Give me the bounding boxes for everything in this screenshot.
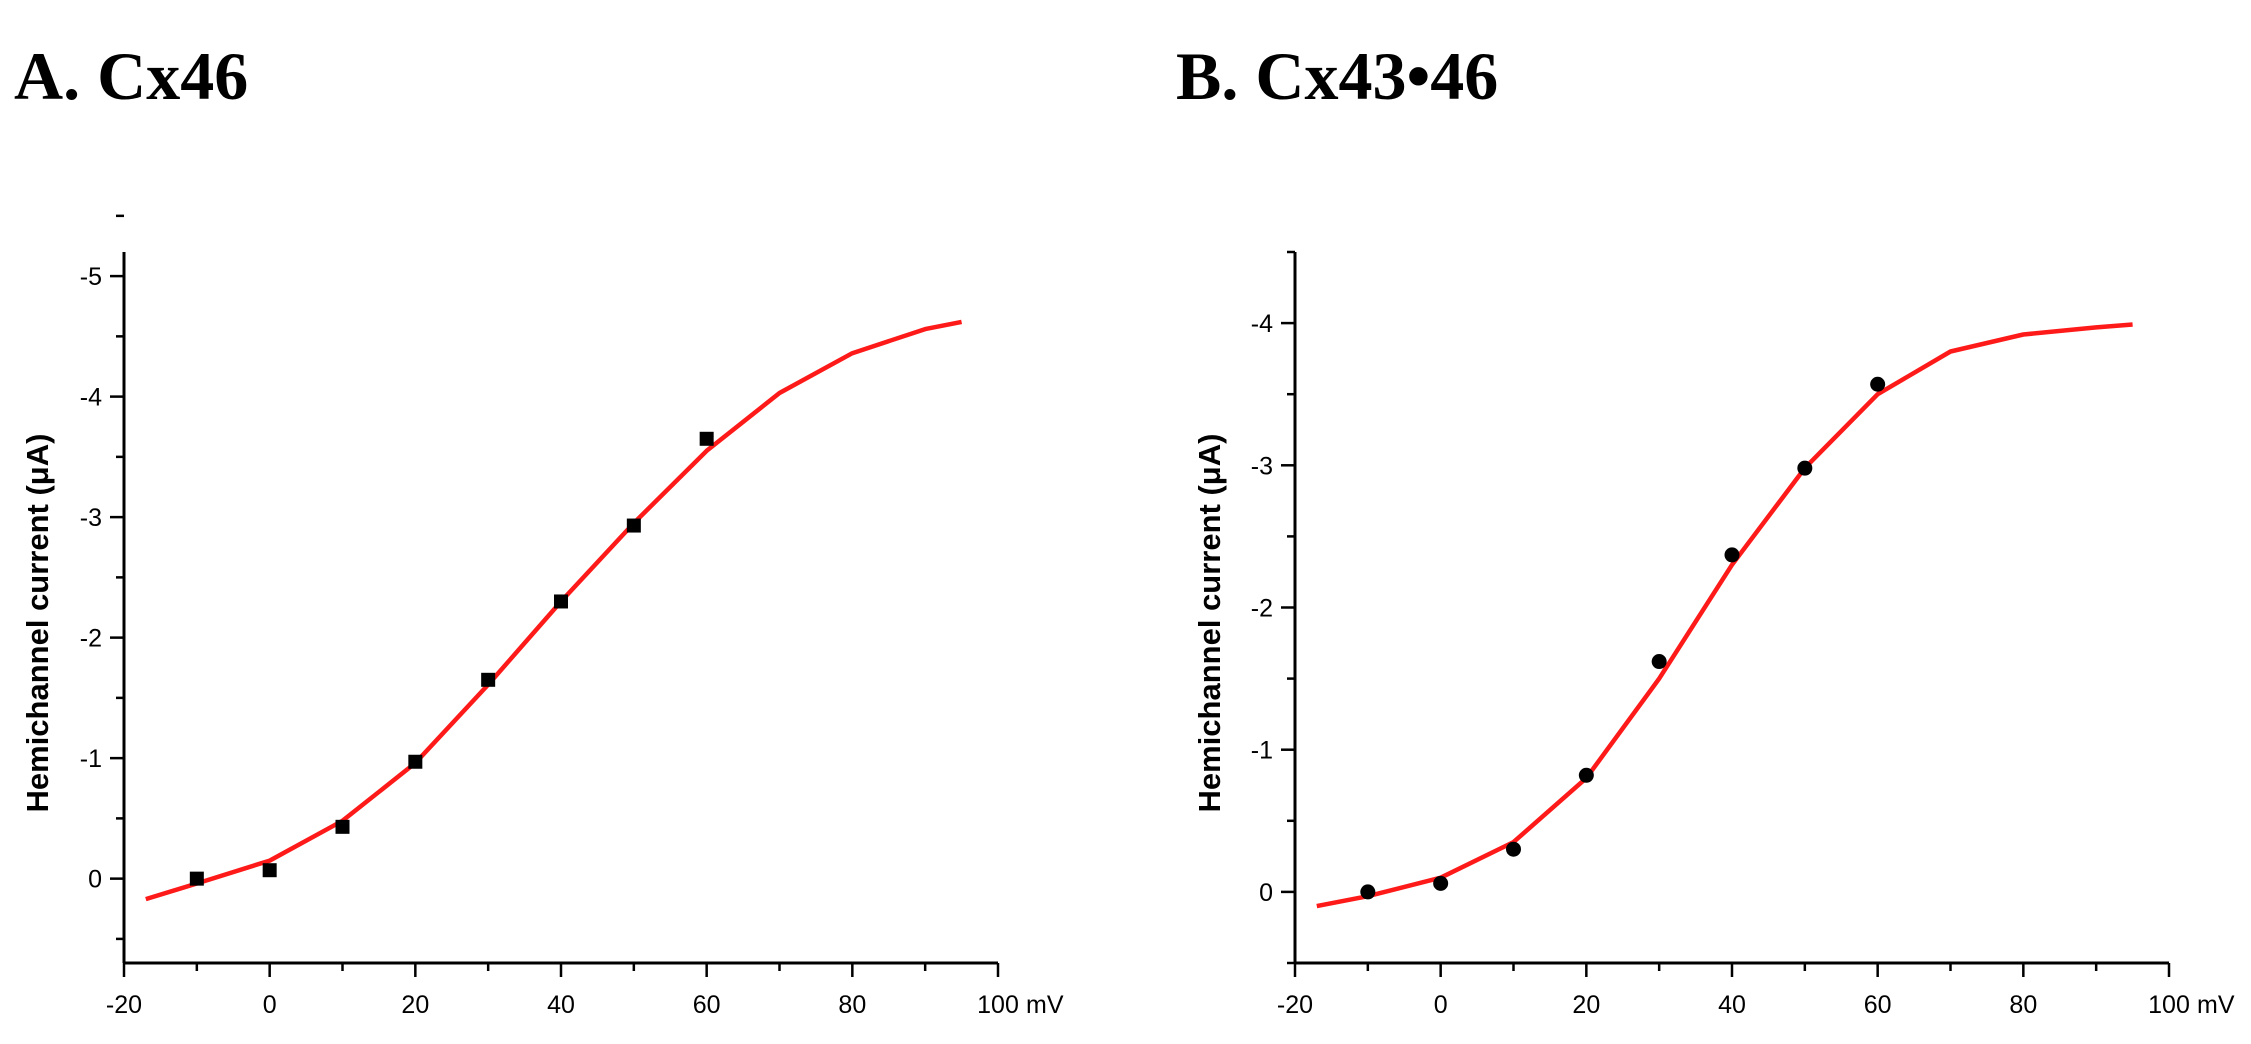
data-point (1506, 841, 1521, 857)
x-tick-label: 0 (263, 991, 277, 1019)
y-tick-label: -3 (80, 504, 102, 532)
data-point (1724, 547, 1740, 563)
y-tick-label: -1 (1251, 737, 1273, 765)
data-point (408, 754, 423, 769)
panel-title-a: A. Cx46 (14, 38, 249, 114)
y-tick-label: -5 (80, 263, 102, 291)
x-tick-label: 80 (2009, 991, 2037, 1019)
x-tick-label: 40 (1718, 991, 1746, 1019)
x-tick-label: 60 (1864, 991, 1892, 1019)
data-point (1651, 654, 1667, 670)
data-point (1433, 875, 1449, 891)
chart-a: -20 0 20 40 60 80 100 mV 0 -1 -2 -3 -4 -5 (80, 214, 1064, 1019)
data-point (262, 863, 277, 878)
data-point (481, 672, 496, 687)
panel-title-b: B. Cx43•46 (1176, 38, 1499, 114)
y-tick-label: -2 (1251, 595, 1273, 623)
data-point (699, 431, 714, 446)
y-axis-label-a: Hemichannel current (μA) (20, 433, 55, 813)
y-axis-label-b: Hemichannel current (μA) (1192, 433, 1227, 813)
x-tick-label: 80 (838, 991, 866, 1019)
y-tick-label: -2 (80, 625, 102, 653)
data-point (1578, 767, 1594, 783)
y-tick-label: 0 (88, 866, 102, 894)
y-tick-label: 0 (1259, 879, 1273, 907)
x-tick-label: 40 (547, 991, 575, 1019)
y-tick-label: -4 (1251, 310, 1273, 338)
x-axis-unit-label: mV (1026, 991, 1064, 1019)
data-point (1797, 460, 1813, 476)
x-tick-label: 60 (693, 991, 721, 1019)
x-tick-label: 100 (2148, 991, 2190, 1019)
x-tick-label: -20 (106, 991, 142, 1019)
x-tick-label: 100 (977, 991, 1019, 1019)
data-point (554, 594, 568, 609)
data-point (1360, 884, 1376, 900)
x-tick-label: 20 (401, 991, 429, 1019)
y-tick-label: -4 (80, 384, 102, 412)
y-tick-label: -3 (1251, 452, 1273, 480)
x-tick-label: -20 (1277, 991, 1313, 1019)
data-point (189, 871, 204, 886)
data-point (335, 819, 350, 834)
fit-curve (1316, 322, 2133, 909)
x-tick-label: 20 (1572, 991, 1600, 1019)
x-axis-unit-label: mV (2197, 991, 2235, 1019)
data-point (1870, 376, 1886, 392)
data-point (626, 518, 641, 533)
y-tick-label: -1 (80, 745, 102, 773)
x-tick-label: 0 (1434, 991, 1448, 1019)
